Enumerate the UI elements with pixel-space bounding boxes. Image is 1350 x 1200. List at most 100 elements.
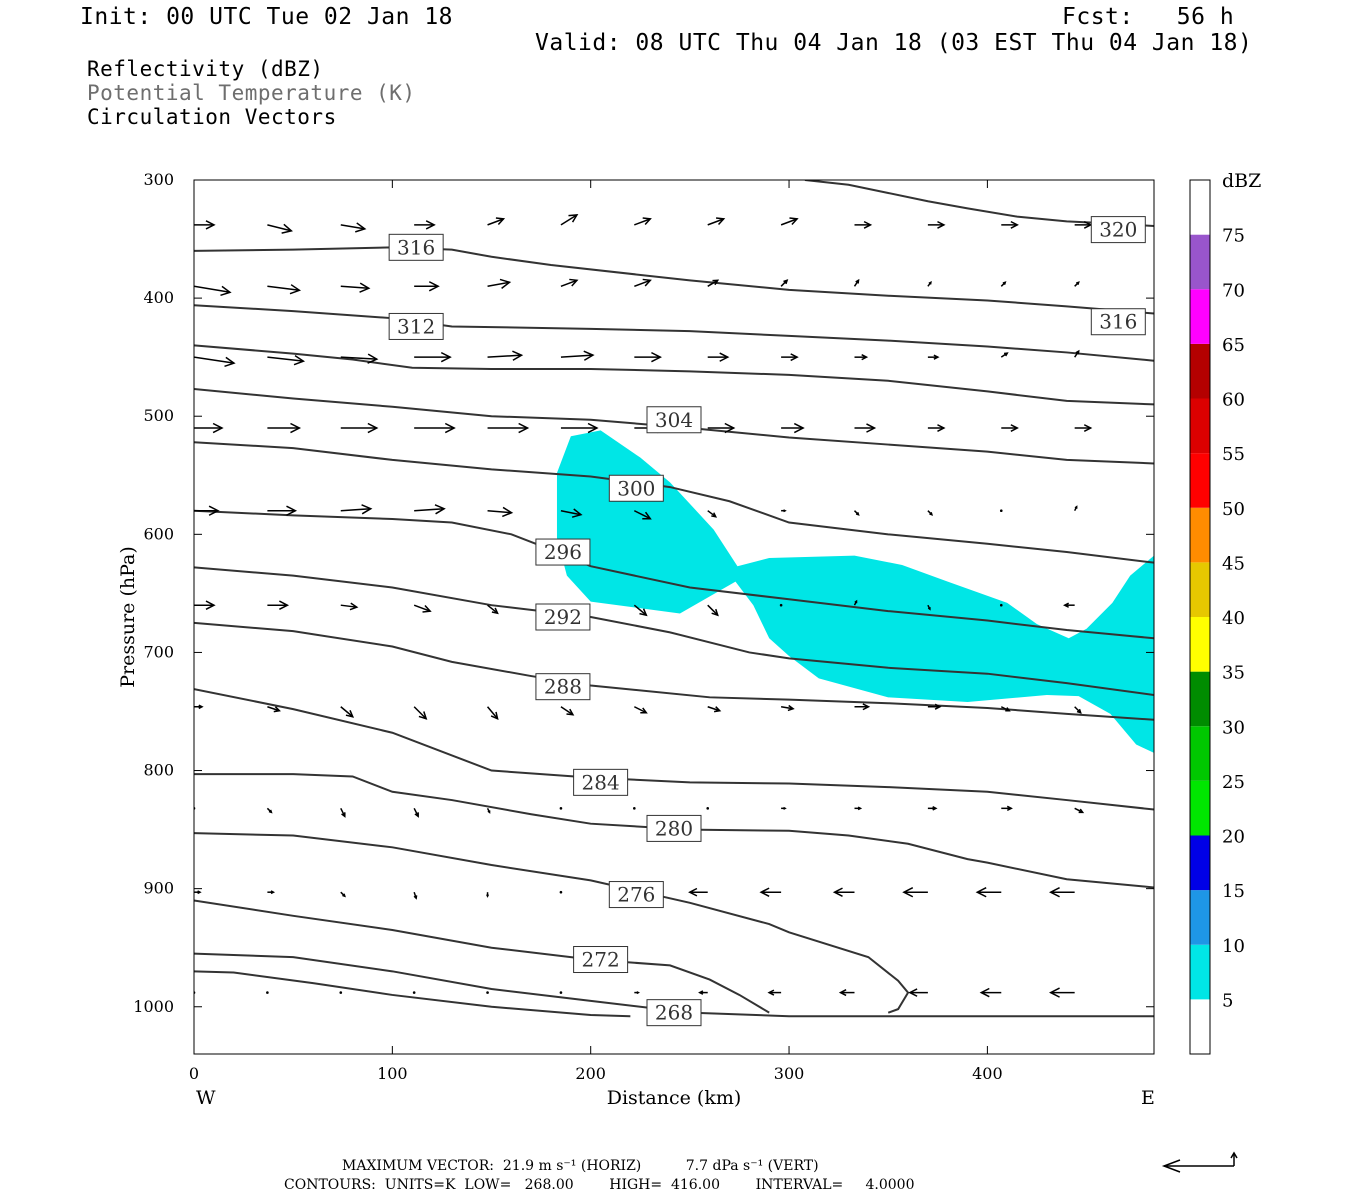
theta-contour-276 (194, 832, 910, 1014)
circulation-vector (1049, 987, 1075, 998)
circulation-vector (340, 422, 379, 434)
theta-contour-292 (194, 566, 1154, 696)
svg-text:276: 276 (617, 883, 655, 907)
colorbar-label: 75 (1222, 226, 1245, 247)
circulation-vector (781, 509, 787, 513)
colorbar-segment (1190, 398, 1210, 454)
axes: 0 100 200 300 400 300 400 500 600 700 800 900 1000 (133, 170, 1154, 1083)
colorbar-label: 45 (1222, 553, 1245, 574)
field-label-theta: Potential Temperature (K) (87, 81, 416, 105)
circulation-vector (267, 284, 302, 295)
circulation-vector (1063, 602, 1075, 608)
colorbar-segment (1190, 671, 1210, 727)
circulation-vector (340, 353, 379, 364)
circulation-vector (1000, 281, 1007, 287)
colorbar-label: 65 (1222, 335, 1245, 356)
colorbar-label: 55 (1222, 444, 1245, 465)
circulation-vector (560, 706, 575, 716)
circulation-vector (1001, 220, 1019, 229)
circulation-vector (781, 806, 787, 810)
colorbar-segment (1190, 780, 1210, 836)
circulation-vector (487, 350, 524, 361)
circulation-vector (927, 604, 931, 611)
colorbar-label: 70 (1222, 280, 1245, 301)
circulation-vector (759, 887, 782, 897)
contour-label-280: 280 (646, 814, 702, 842)
circulation-vector (781, 353, 799, 362)
circulation-vector (853, 278, 860, 287)
contour-label-316: 316 (1090, 308, 1146, 336)
colorbar-segment (1190, 999, 1210, 1054)
circulation-vector (1074, 349, 1080, 358)
circulation-vector (781, 422, 805, 434)
colorbar-label: 5 (1222, 990, 1233, 1011)
svg-text:284: 284 (582, 770, 620, 794)
circulation-vector (1074, 281, 1080, 287)
colorbar-segment (1190, 835, 1210, 891)
circulation-vector (634, 278, 652, 287)
circulation-vector (838, 989, 855, 997)
circulation-vector (340, 706, 355, 718)
circulation-vector (560, 214, 579, 226)
circulation-vector (854, 806, 863, 811)
y-tick-label: 900 (143, 879, 174, 898)
circulation-vector (707, 706, 722, 713)
circulation-vector (267, 422, 302, 434)
circulation-vector (927, 354, 940, 360)
circulation-vector (633, 510, 652, 520)
circulation-vector (688, 887, 708, 897)
circulation-vector (927, 510, 934, 516)
contour-label-272: 272 (573, 946, 629, 974)
circulation-vector (267, 890, 276, 895)
colorbar-label: 35 (1222, 663, 1245, 684)
circulation-vector (706, 807, 710, 810)
circulation-vector (267, 223, 293, 234)
circulation-vector (194, 704, 204, 710)
circulation-vector (413, 891, 418, 900)
circulation-vector (267, 600, 290, 610)
circulation-vector (927, 806, 938, 811)
x-tick-label: 200 (575, 1064, 606, 1083)
colorbar-label: 15 (1222, 881, 1245, 902)
circulation-vector (559, 807, 563, 810)
circulation-vector (487, 278, 512, 289)
circulation-vector (854, 354, 869, 361)
circulation-vector (633, 807, 636, 810)
circulation-vector (340, 222, 367, 233)
circulation-vector (999, 509, 1003, 513)
circulation-vector (340, 602, 359, 611)
circulation-vector (559, 991, 563, 994)
circulation-vector (854, 703, 871, 711)
circulation-vector (267, 355, 306, 366)
circulation-vector (633, 604, 648, 617)
circulation-vector (698, 990, 708, 995)
circulation-vectors (194, 214, 1093, 998)
circulation-vector (560, 422, 599, 434)
circulation-vector (194, 890, 202, 895)
y-tick-label: 400 (143, 288, 174, 307)
circulation-vector (780, 279, 789, 287)
contour-label-304: 304 (646, 406, 702, 434)
theta-contour-288 (194, 621, 1154, 721)
colorbar-label: 60 (1222, 390, 1245, 411)
svg-text:320: 320 (1099, 218, 1137, 242)
theta-contour-312 (194, 304, 1154, 362)
circulation-vector (487, 217, 506, 226)
contour-label-284: 284 (573, 768, 629, 796)
svg-text:292: 292 (544, 605, 582, 629)
circulation-vector (414, 220, 436, 230)
circulation-vector (340, 891, 346, 898)
circulation-vector (853, 599, 858, 606)
contour-label-268: 268 (646, 999, 702, 1027)
contour-label-312: 312 (388, 312, 444, 340)
circulation-vector (560, 350, 595, 361)
circulation-vector (707, 604, 719, 617)
circulation-vector (927, 280, 932, 287)
colorbar-label: 40 (1222, 608, 1245, 629)
svg-text:280: 280 (655, 816, 693, 840)
circulation-vector (1049, 886, 1075, 898)
colorbar-segment (1190, 453, 1210, 508)
reflectivity-area-0 (556, 430, 1154, 753)
circulation-vector (414, 351, 452, 363)
field-label-vectors: Circulation Vectors (87, 105, 337, 129)
